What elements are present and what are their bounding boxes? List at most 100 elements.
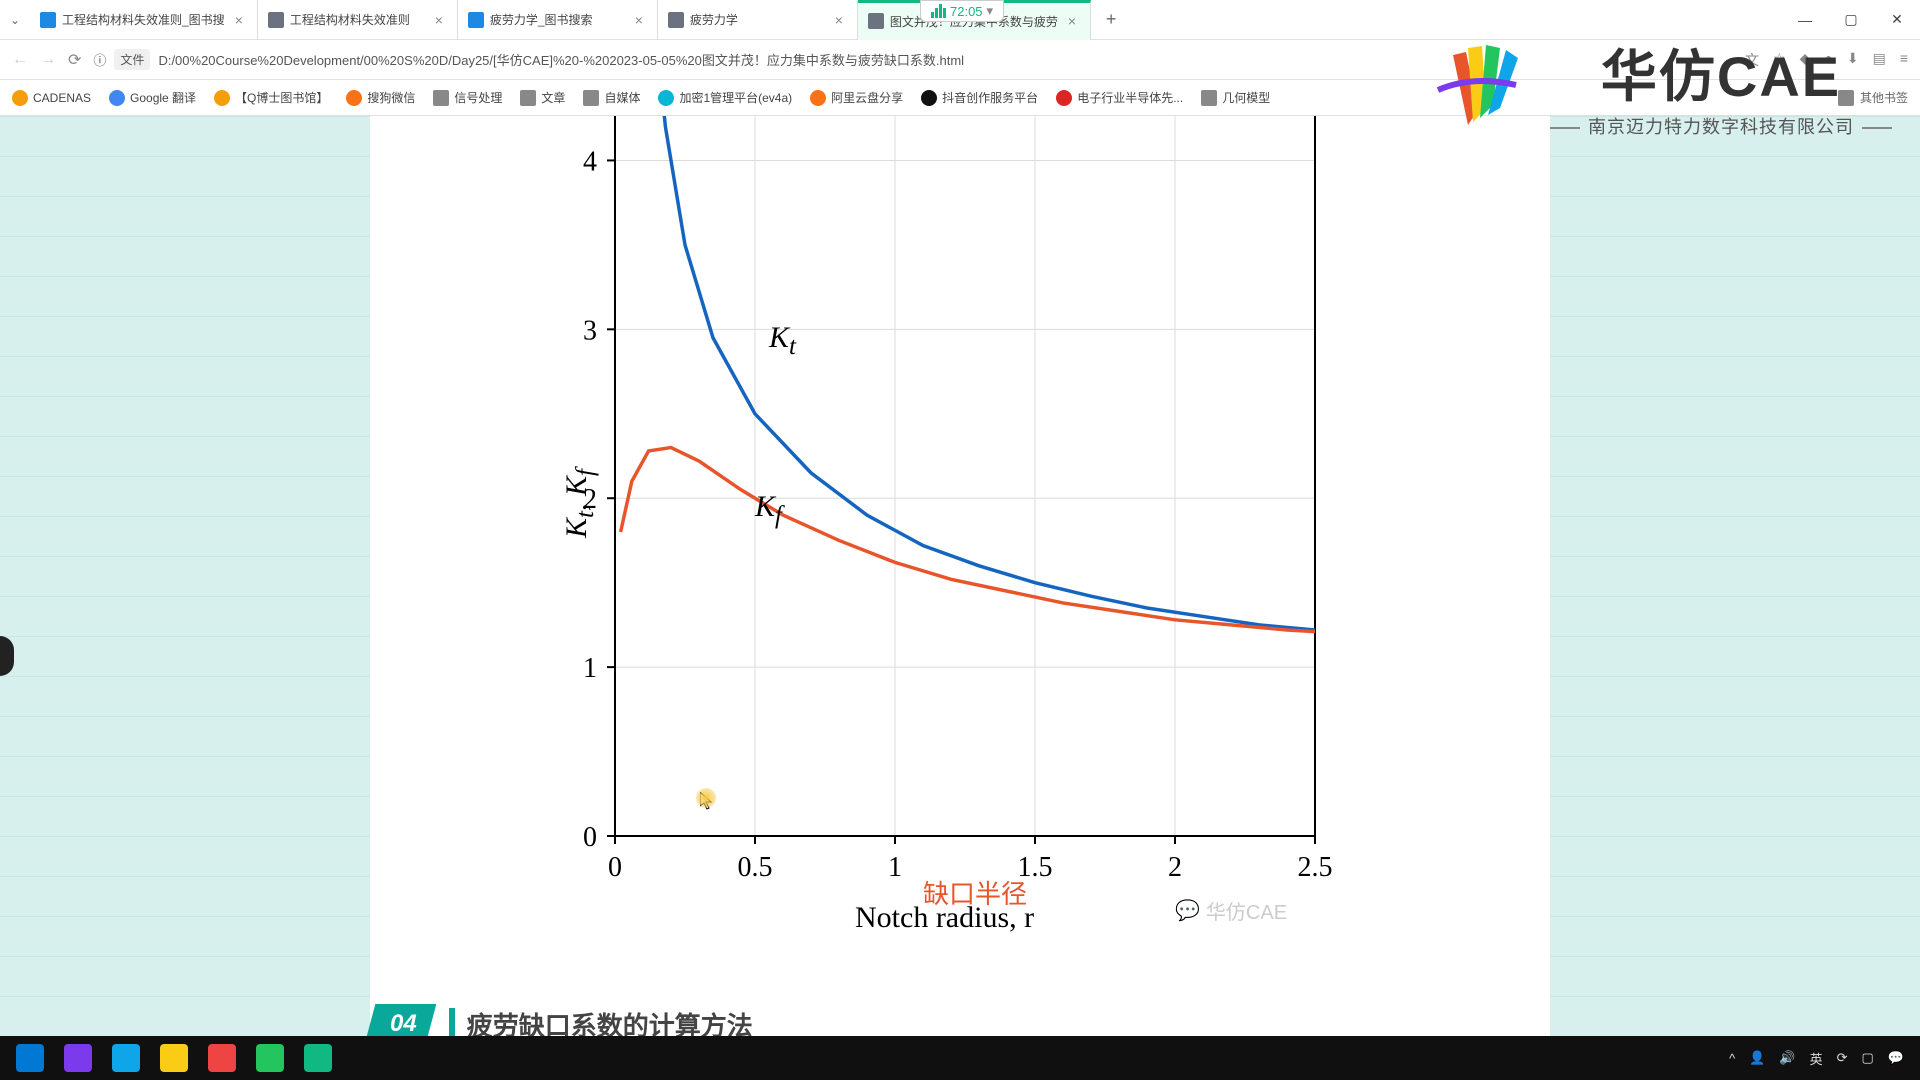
svg-text:0: 0 xyxy=(608,852,622,883)
section-divider xyxy=(449,1008,455,1036)
y-axis-label: Kt, Kf xyxy=(560,469,600,538)
tab-title: 疲劳力学 xyxy=(690,11,825,28)
chart-watermark: 💬 华仿CAE xyxy=(1175,896,1287,925)
section-number: 04 xyxy=(365,1004,436,1036)
bookmark-item[interactable]: 几何模型 xyxy=(1201,89,1270,106)
site-icon xyxy=(658,90,674,106)
tabs-dropdown[interactable]: ⌄ xyxy=(0,13,30,27)
tab-close-button[interactable]: × xyxy=(431,12,447,28)
back-button[interactable]: ← xyxy=(12,51,28,69)
site-icon xyxy=(214,90,230,106)
taskbar-app-app2[interactable] xyxy=(294,1036,342,1080)
brand-subtitle: 南京迈力特力数字科技有限公司 xyxy=(1542,113,1900,139)
bookmark-item[interactable]: 自媒体 xyxy=(583,89,640,106)
wechat-icon: 💬 xyxy=(1175,898,1200,923)
bookmark-item[interactable]: 加密1管理平台(ev4a) xyxy=(658,89,792,106)
bookmark-item[interactable]: 电子行业半导体先... xyxy=(1056,89,1183,106)
taskbar-app-calc[interactable] xyxy=(102,1036,150,1080)
tray-notif-icon[interactable]: 💬 xyxy=(1888,1050,1904,1066)
folder-icon xyxy=(433,90,449,106)
app-icon xyxy=(208,1044,236,1072)
tab-favicon-icon xyxy=(468,12,484,28)
site-icon xyxy=(346,90,362,106)
svg-text:2: 2 xyxy=(1168,852,1182,883)
page-content: 00.511.522.501234 Kt Kf Kt, Kf Notch rad… xyxy=(0,116,1920,1036)
svg-text:0.5: 0.5 xyxy=(738,852,773,883)
url-scheme-badge: 文件 xyxy=(114,49,150,70)
recording-timer: 72:05 ▾ xyxy=(920,0,1004,22)
site-icon xyxy=(109,90,125,106)
app-icon xyxy=(16,1044,44,1072)
folder-icon xyxy=(583,90,599,106)
bookmark-item[interactable]: 搜狗微信 xyxy=(346,89,415,106)
folder-icon xyxy=(1201,90,1217,106)
taskbar-app-explorer[interactable] xyxy=(150,1036,198,1080)
tab-title: 工程结构材料失效准则 xyxy=(290,11,425,28)
taskbar-app-app1[interactable] xyxy=(246,1036,294,1080)
url-text: D:/00%20Course%20Development/00%20S%20D/… xyxy=(158,50,964,69)
browser-tab[interactable]: 疲劳力学_图书搜索 × xyxy=(458,0,658,40)
series-label-kf: Kf xyxy=(755,490,782,530)
forward-button[interactable]: → xyxy=(40,51,56,69)
tray-person-icon[interactable]: 👤 xyxy=(1749,1050,1765,1066)
taskbar-app-start[interactable] xyxy=(6,1036,54,1080)
svg-text:1: 1 xyxy=(583,653,597,684)
site-icon xyxy=(921,90,937,106)
new-tab-button[interactable]: + xyxy=(1091,9,1131,30)
section-header: 04 疲劳缺口系数的计算方法 xyxy=(370,1004,753,1036)
brand-logo-icon xyxy=(1418,30,1528,140)
bookmark-item[interactable]: Google 翻译 xyxy=(109,89,196,106)
tab-favicon-icon xyxy=(268,12,284,28)
svg-text:3: 3 xyxy=(583,315,597,346)
svg-text:0: 0 xyxy=(583,822,597,853)
info-icon: ⓘ xyxy=(93,50,106,69)
svg-text:2.5: 2.5 xyxy=(1298,852,1333,883)
chart-svg: 00.511.522.501234 xyxy=(520,116,1400,956)
tab-title: 工程结构材料失效准则_图书搜 xyxy=(62,11,225,28)
brand-overlay: 华仿CAE 南京迈力特力数字科技有限公司 xyxy=(1418,30,1900,140)
tab-close-button[interactable]: × xyxy=(831,12,847,28)
browser-tab[interactable]: 工程结构材料失效准则_图书搜 × xyxy=(30,0,258,40)
x-axis-label-cn: 缺口半径 xyxy=(923,874,1027,911)
app-icon xyxy=(304,1044,332,1072)
tray-sync-icon[interactable]: ⟳ xyxy=(1837,1050,1848,1066)
bookmark-item[interactable]: 阿里云盘分享 xyxy=(810,89,903,106)
site-icon xyxy=(810,90,826,106)
tab-title: 疲劳力学_图书搜索 xyxy=(490,11,625,28)
tray-chevron-icon[interactable]: ^ xyxy=(1729,1051,1735,1066)
app-icon xyxy=(64,1044,92,1072)
app-icon xyxy=(112,1044,140,1072)
site-icon xyxy=(12,90,28,106)
browser-tab[interactable]: 疲劳力学 × xyxy=(658,0,858,40)
site-icon xyxy=(1056,90,1072,106)
series-label-kt: Kt xyxy=(769,321,796,361)
browser-tab[interactable]: 工程结构材料失效准则 × xyxy=(258,0,458,40)
taskbar-app-chrome[interactable] xyxy=(198,1036,246,1080)
timer-value: 72:05 xyxy=(950,4,983,19)
tab-favicon-icon xyxy=(868,13,884,29)
taskbar-app-paint[interactable] xyxy=(54,1036,102,1080)
tab-close-button[interactable]: × xyxy=(231,12,247,28)
folder-icon xyxy=(520,90,536,106)
section-title: 疲劳缺口系数的计算方法 xyxy=(467,1006,753,1037)
bookmark-item[interactable]: 信号处理 xyxy=(433,89,502,106)
reload-button[interactable]: ⟳ xyxy=(68,50,81,70)
bookmark-item[interactable]: 文章 xyxy=(520,89,565,106)
bookmark-item[interactable]: 【Q博士图书馆】 xyxy=(214,89,328,106)
article-body: 00.511.522.501234 Kt Kf Kt, Kf Notch rad… xyxy=(370,116,1550,1036)
tray-volume-icon[interactable]: 🔊 xyxy=(1779,1050,1795,1066)
app-icon xyxy=(160,1044,188,1072)
bookmark-item[interactable]: CADENAS xyxy=(12,89,91,106)
tray-ime-icon[interactable]: 英 xyxy=(1810,1049,1823,1068)
tray-display-icon[interactable]: ▢ xyxy=(1862,1050,1874,1066)
tab-close-button[interactable]: × xyxy=(1064,13,1080,29)
system-tray[interactable]: ^ 👤 🔊 英 ⟳ ▢ 💬 xyxy=(1729,1049,1914,1068)
menu-icon[interactable]: ≡ xyxy=(1900,50,1908,70)
tab-favicon-icon xyxy=(668,12,684,28)
svg-text:4: 4 xyxy=(583,146,597,177)
brand-name: 华仿CAE xyxy=(1601,32,1841,113)
svg-text:1: 1 xyxy=(888,852,902,883)
bookmark-item[interactable]: 抖音创作服务平台 xyxy=(921,89,1038,106)
tab-favicon-icon xyxy=(40,12,56,28)
tab-close-button[interactable]: × xyxy=(631,12,647,28)
